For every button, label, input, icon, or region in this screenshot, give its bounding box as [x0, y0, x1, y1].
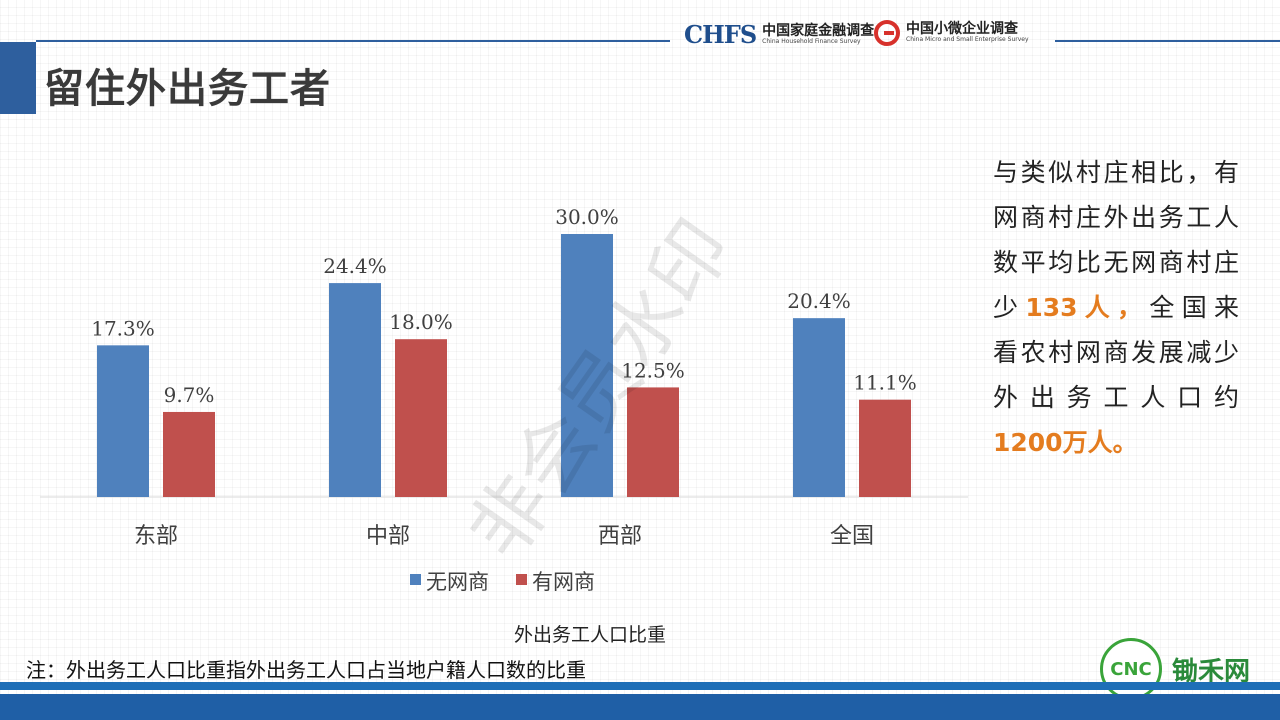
title-accent-bar: [0, 42, 36, 114]
brand-name: 锄禾网: [1172, 656, 1251, 687]
bar-chart: 17.3% 9.7% 东部 24.4% 18.0% 中部 30.0% 12.5% 西部 20.4%…: [40, 205, 968, 594]
bar-无网商-西部: [561, 234, 613, 497]
x-tick-label: 东部: [134, 524, 178, 549]
bar-无网商-全国: [793, 318, 845, 497]
summary-line-5: 看农村网商发展减少: [993, 338, 1239, 367]
legend-swatch: [410, 574, 421, 585]
summary-line-6: 外 出 务 工 人 口 约: [993, 383, 1239, 412]
summary-line-7: 1200万人。: [993, 420, 1239, 465]
summary-line-3: 数平均比无网商村庄: [993, 248, 1239, 277]
cmse-logo-icon: [874, 20, 900, 46]
cmse-logo-en: China Micro and Small Enterprise Survey: [906, 36, 1029, 44]
x-tick-label: 中部: [366, 524, 410, 549]
bar-有网商-东部: [163, 411, 215, 497]
chfs-logo-en: China Household Finance Survey: [762, 37, 861, 45]
brand-logo: CNC 锄禾网: [1100, 638, 1250, 700]
summary-line-4-pre: 少: [993, 293, 1026, 322]
header-line-right: [1055, 40, 1280, 42]
page-title: 留住外出务工者: [44, 66, 331, 112]
legend-swatch: [516, 574, 527, 585]
data-label: 20.4%: [787, 289, 851, 313]
legend-label: 无网商: [426, 570, 489, 594]
data-label: 9.7%: [164, 383, 215, 407]
data-label: 30.0%: [555, 205, 619, 229]
chfs-logo-mark: CHFS: [684, 20, 757, 49]
cmse-logo: 中国小微企业调查 China Micro and Small Enterpris…: [874, 20, 1029, 46]
footer-band-bottom: [0, 694, 1280, 720]
brand-seal-icon: CNC: [1100, 638, 1162, 700]
bar-有网商-西部: [627, 387, 679, 497]
footer-band-top: [0, 682, 1280, 690]
cmse-logo-cn: 中国小微企业调查: [906, 21, 1018, 37]
footnote: 注：外出务工人口比重指外出务工人口占当地户籍人口数的比重: [26, 658, 586, 682]
chfs-logo: CHFS 中国家庭金融调查 China Household Finance Su…: [684, 20, 874, 49]
bar-有网商-全国: [859, 399, 911, 497]
data-label: 24.4%: [323, 254, 387, 278]
chart-xlabel: 外出务工人口比重: [513, 624, 666, 646]
chfs-logo-cn: 中国家庭金融调查: [762, 22, 875, 39]
bar-无网商-中部: [329, 283, 381, 497]
header-line-left: [36, 40, 670, 42]
summary-text: 与类似村庄相比，有 网商村庄外出务工人 数平均比无网商村庄 少133人，全国来 …: [993, 150, 1239, 465]
summary-highlight-133: 133人，: [1025, 293, 1150, 322]
summary-highlight-1200: 1200万人。: [993, 428, 1138, 457]
bar-无网商-东部: [97, 345, 149, 497]
data-label: 12.5%: [621, 358, 685, 382]
bar-有网商-中部: [395, 339, 447, 497]
data-label: 11.1%: [853, 371, 917, 395]
summary-line-2: 网商村庄外出务工人: [993, 203, 1239, 232]
summary-line-4: 少133人，全国来: [993, 285, 1239, 330]
summary-line-1: 与类似村庄相比，有: [993, 158, 1239, 187]
x-tick-label: 西部: [598, 524, 642, 549]
legend-label: 有网商: [532, 570, 595, 594]
summary-line-4-post: 全国来: [1149, 293, 1239, 322]
data-label: 17.3%: [91, 316, 155, 340]
data-label: 18.0%: [389, 310, 453, 334]
x-tick-label: 全国: [830, 524, 874, 549]
